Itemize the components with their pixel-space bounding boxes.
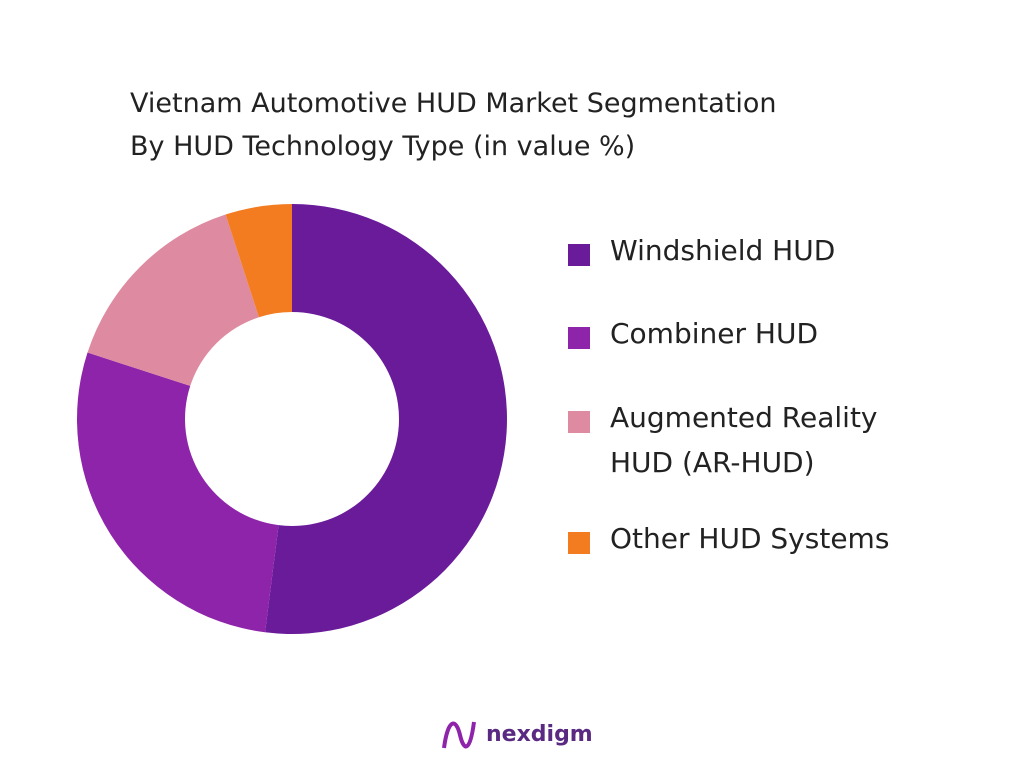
donut-slice	[76, 352, 279, 633]
chart-title: Vietnam Automotive HUD Market Segmentati…	[130, 88, 777, 119]
legend-label: Other HUD Systems	[610, 522, 890, 555]
donut-slice	[265, 204, 507, 634]
legend-swatch	[568, 327, 590, 349]
legend-item: Augmented Reality HUD (AR-HUD)	[568, 401, 940, 485]
donut-slice	[87, 214, 259, 386]
legend-swatch	[568, 244, 590, 266]
chart-subtitle: By HUD Technology Type (in value %)	[130, 131, 636, 162]
donut-slice	[225, 204, 292, 318]
brand-name: nexdigm	[486, 722, 593, 747]
logo-icon	[442, 721, 476, 749]
legend-label: Combiner HUD	[610, 317, 819, 350]
legend-swatch	[568, 411, 590, 433]
legend-item: Windshield HUD	[568, 234, 940, 273]
legend-item: Combiner HUD	[568, 317, 940, 356]
legend-swatch	[568, 532, 590, 554]
legend-label: Windshield HUD	[610, 234, 836, 267]
legend-label: Augmented Reality HUD (AR-HUD)	[610, 401, 878, 479]
legend-item: Other HUD Systems	[568, 522, 940, 561]
